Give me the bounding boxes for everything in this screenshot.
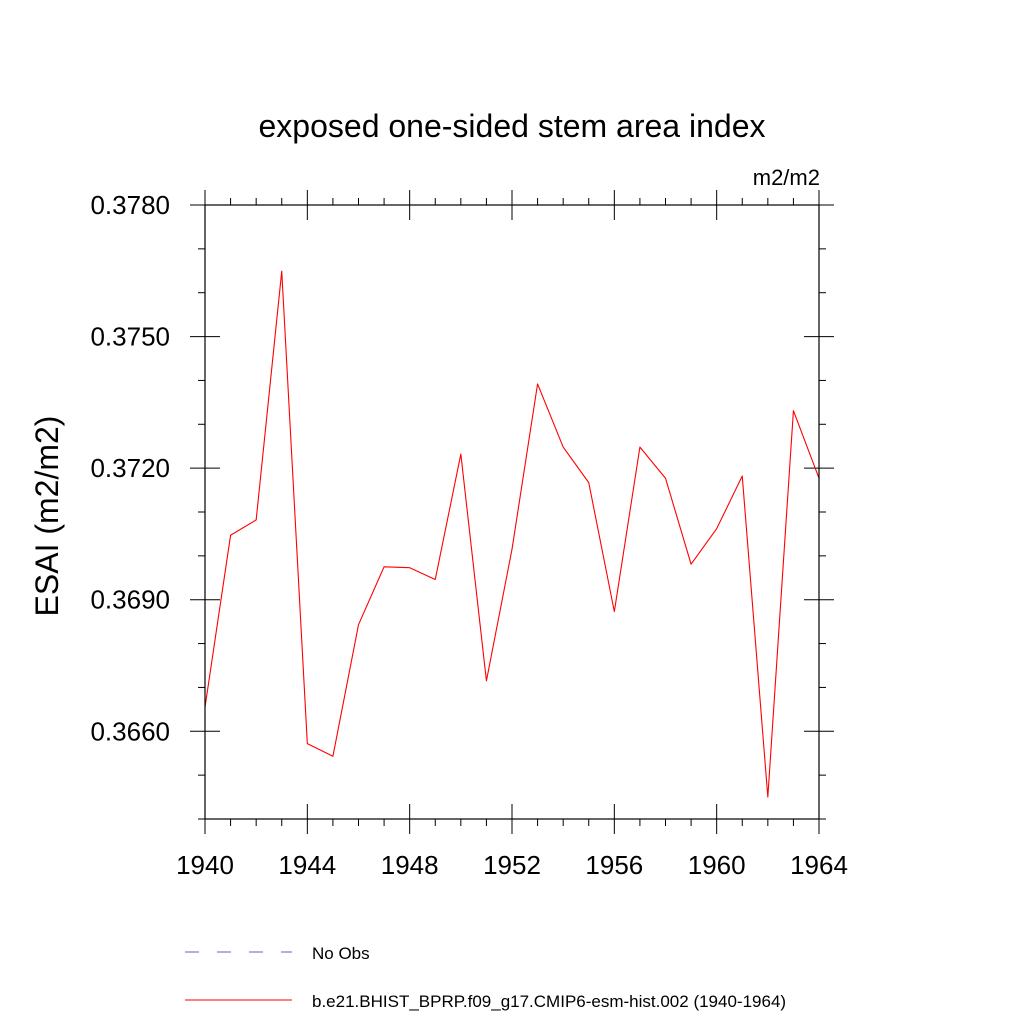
y-tick-label: 0.3780 bbox=[90, 190, 170, 220]
y-axis-label: ESAI (m2/m2) bbox=[29, 416, 65, 617]
series-group bbox=[204, 270, 820, 798]
legend: No Obs b.e21.BHIST_BPRP.f09_g17.CMIP6-es… bbox=[185, 944, 786, 1011]
y-tick-labels: 0.3660 0.3690 0.3720 0.3750 0.3780 bbox=[90, 190, 170, 746]
chart-title: exposed one-sided stem area index bbox=[259, 108, 766, 144]
x-tick-label: 1940 bbox=[176, 850, 234, 880]
minor-ticks bbox=[198, 198, 826, 826]
x-tick-label: 1960 bbox=[688, 850, 746, 880]
y-tick-label: 0.3690 bbox=[90, 585, 170, 615]
y-tick-label: 0.3720 bbox=[90, 453, 170, 483]
x-tick-labels: 1940 1944 1948 1952 1956 1960 1964 bbox=[176, 850, 848, 880]
y-tick-label: 0.3750 bbox=[90, 322, 170, 352]
series-line bbox=[204, 270, 820, 798]
major-ticks bbox=[190, 190, 834, 834]
legend-label-model: b.e21.BHIST_BPRP.f09_g17.CMIP6-esm-hist.… bbox=[312, 992, 786, 1011]
x-tick-label: 1956 bbox=[585, 850, 643, 880]
legend-label-no-obs: No Obs bbox=[312, 944, 370, 963]
x-tick-label: 1952 bbox=[483, 850, 541, 880]
x-tick-label: 1964 bbox=[790, 850, 848, 880]
plot-frame bbox=[204, 204, 820, 820]
x-tick-label: 1944 bbox=[278, 850, 336, 880]
units-label: m2/m2 bbox=[753, 165, 820, 190]
y-tick-label: 0.3660 bbox=[90, 716, 170, 746]
x-tick-label: 1948 bbox=[381, 850, 439, 880]
